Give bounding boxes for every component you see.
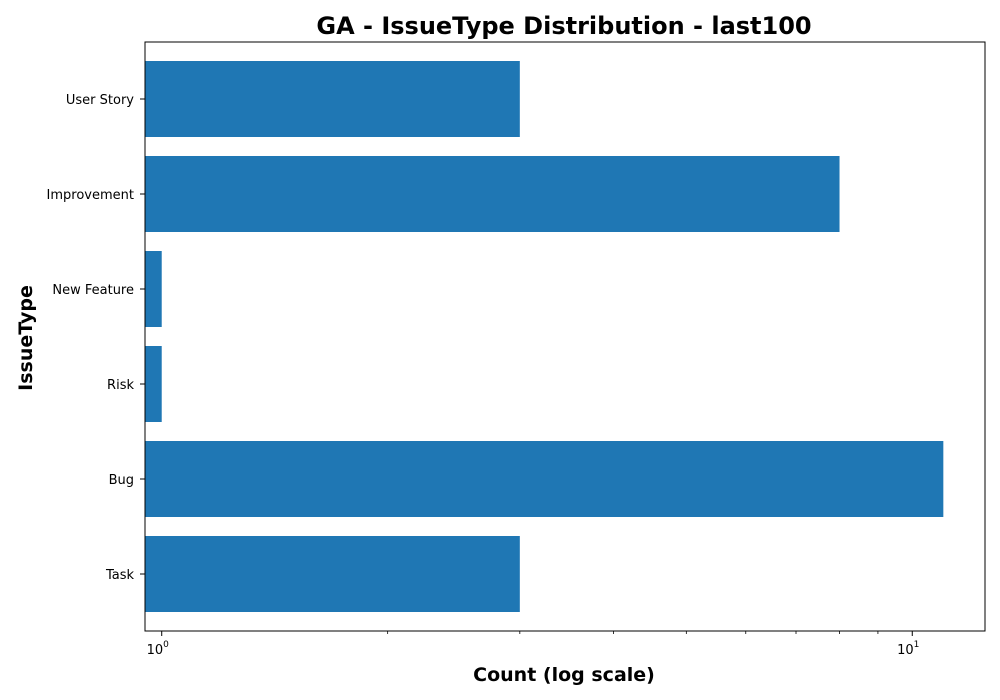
x-tick-label-1: 100 bbox=[147, 640, 170, 658]
bar-bug bbox=[145, 441, 944, 517]
x-tick-label-10: 101 bbox=[897, 640, 919, 658]
y-tick-label-risk: Risk bbox=[107, 378, 134, 393]
y-axis-label: IssueType bbox=[15, 285, 37, 391]
y-tick-label-user-story: User Story bbox=[66, 93, 134, 108]
ticks-layer: Task Bug Risk New Feature Improvement User St… bbox=[47, 93, 920, 658]
plot-frame bbox=[144, 41, 986, 632]
y-tick-label-improvement: Improvement bbox=[47, 188, 134, 203]
chart-title: GA - IssueType Distribution - last100 bbox=[316, 12, 811, 40]
bar-task bbox=[145, 536, 520, 612]
x-axis-label: Count (log scale) bbox=[473, 664, 655, 686]
bars-layer bbox=[145, 61, 944, 612]
y-tick-label-new-feature: New Feature bbox=[52, 283, 134, 298]
bar-risk bbox=[145, 346, 162, 422]
bar-user-story bbox=[145, 61, 520, 137]
y-tick-label-task: Task bbox=[105, 568, 135, 583]
y-tick-label-bug: Bug bbox=[109, 473, 134, 488]
bar-improvement bbox=[145, 156, 840, 232]
bar-new-feature bbox=[145, 251, 162, 327]
